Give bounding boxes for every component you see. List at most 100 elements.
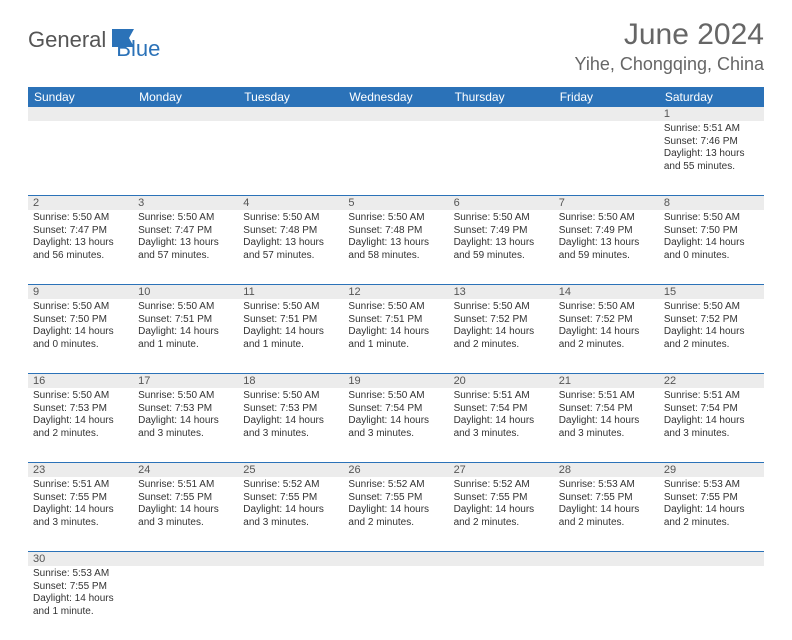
day-cell: Sunrise: 5:50 AMSunset: 7:51 PMDaylight:… — [343, 299, 448, 373]
day-number-row: 23242526272829 — [28, 463, 764, 477]
day-number — [554, 552, 659, 566]
day-cell: Sunrise: 5:50 AMSunset: 7:54 PMDaylight:… — [343, 388, 448, 462]
day-number: 6 — [449, 196, 554, 210]
day-number — [343, 552, 448, 566]
day-cell: Sunrise: 5:50 AMSunset: 7:50 PMDaylight:… — [659, 210, 764, 284]
day-number: 15 — [659, 285, 764, 299]
daylight-line: Daylight: 14 hours and 1 minute. — [243, 326, 338, 351]
day-cell: Sunrise: 5:53 AMSunset: 7:55 PMDaylight:… — [28, 566, 133, 640]
daylight-line: Daylight: 14 hours and 3 minutes. — [33, 504, 128, 529]
week-row: Sunrise: 5:51 AMSunset: 7:55 PMDaylight:… — [28, 477, 764, 552]
day-cell — [238, 566, 343, 640]
daylight-line: Daylight: 14 hours and 2 minutes. — [454, 504, 549, 529]
daylight-line: Daylight: 14 hours and 2 minutes. — [454, 326, 549, 351]
daylight-line: Daylight: 14 hours and 2 minutes. — [664, 504, 759, 529]
daylight-line: Daylight: 13 hours and 58 minutes. — [348, 237, 443, 262]
weekday-header: Tuesday — [238, 87, 343, 107]
sunset-line: Sunset: 7:46 PM — [664, 136, 759, 149]
day-cell: Sunrise: 5:50 AMSunset: 7:47 PMDaylight:… — [28, 210, 133, 284]
day-number: 30 — [28, 552, 133, 566]
sunrise-line: Sunrise: 5:53 AM — [664, 479, 759, 492]
weekday-header: Sunday — [28, 87, 133, 107]
day-cell: Sunrise: 5:50 AMSunset: 7:48 PMDaylight:… — [238, 210, 343, 284]
day-cell: Sunrise: 5:50 AMSunset: 7:47 PMDaylight:… — [133, 210, 238, 284]
month-title: June 2024 — [575, 18, 764, 52]
title-block: June 2024 Yihe, Chongqing, China — [575, 18, 764, 75]
sunrise-line: Sunrise: 5:50 AM — [454, 212, 549, 225]
logo: General Blue — [28, 18, 160, 62]
sunrise-line: Sunrise: 5:50 AM — [348, 212, 443, 225]
day-number — [449, 552, 554, 566]
sunrise-line: Sunrise: 5:50 AM — [33, 390, 128, 403]
sunrise-line: Sunrise: 5:50 AM — [33, 212, 128, 225]
day-cell — [554, 121, 659, 195]
sunset-line: Sunset: 7:50 PM — [664, 225, 759, 238]
daylight-line: Daylight: 13 hours and 57 minutes. — [243, 237, 338, 262]
day-number — [659, 552, 764, 566]
day-cell — [554, 566, 659, 640]
day-number: 29 — [659, 463, 764, 477]
sunrise-line: Sunrise: 5:50 AM — [33, 301, 128, 314]
day-number: 18 — [238, 374, 343, 388]
day-number: 1 — [659, 107, 764, 121]
weekday-header: Friday — [554, 87, 659, 107]
day-number: 11 — [238, 285, 343, 299]
sunset-line: Sunset: 7:54 PM — [348, 403, 443, 416]
daylight-line: Daylight: 14 hours and 2 minutes. — [664, 326, 759, 351]
sunrise-line: Sunrise: 5:50 AM — [138, 212, 233, 225]
week-row: Sunrise: 5:50 AMSunset: 7:50 PMDaylight:… — [28, 299, 764, 374]
day-cell: Sunrise: 5:52 AMSunset: 7:55 PMDaylight:… — [449, 477, 554, 551]
sunrise-line: Sunrise: 5:50 AM — [664, 301, 759, 314]
day-number: 28 — [554, 463, 659, 477]
day-number: 25 — [238, 463, 343, 477]
sunset-line: Sunset: 7:53 PM — [243, 403, 338, 416]
day-number: 23 — [28, 463, 133, 477]
daylight-line: Daylight: 14 hours and 0 minutes. — [664, 237, 759, 262]
daylight-line: Daylight: 13 hours and 56 minutes. — [33, 237, 128, 262]
sunrise-line: Sunrise: 5:50 AM — [559, 212, 654, 225]
day-number — [238, 552, 343, 566]
day-number: 14 — [554, 285, 659, 299]
day-cell: Sunrise: 5:50 AMSunset: 7:50 PMDaylight:… — [28, 299, 133, 373]
sunset-line: Sunset: 7:55 PM — [33, 581, 128, 594]
day-number: 16 — [28, 374, 133, 388]
sunset-line: Sunset: 7:51 PM — [243, 314, 338, 327]
sunrise-line: Sunrise: 5:50 AM — [138, 301, 233, 314]
day-cell: Sunrise: 5:50 AMSunset: 7:51 PMDaylight:… — [133, 299, 238, 373]
day-cell: Sunrise: 5:50 AMSunset: 7:49 PMDaylight:… — [449, 210, 554, 284]
day-number — [343, 107, 448, 121]
sunset-line: Sunset: 7:55 PM — [664, 492, 759, 505]
weekday-header: Thursday — [449, 87, 554, 107]
day-number: 21 — [554, 374, 659, 388]
weeks-container: 1Sunrise: 5:51 AMSunset: 7:46 PMDaylight… — [28, 107, 764, 640]
sunrise-line: Sunrise: 5:51 AM — [664, 123, 759, 136]
day-number: 10 — [133, 285, 238, 299]
logo-text-general: General — [28, 27, 106, 53]
day-number — [28, 107, 133, 121]
calendar: SundayMondayTuesdayWednesdayThursdayFrid… — [28, 87, 764, 640]
week-row: Sunrise: 5:53 AMSunset: 7:55 PMDaylight:… — [28, 566, 764, 640]
day-cell: Sunrise: 5:53 AMSunset: 7:55 PMDaylight:… — [554, 477, 659, 551]
sunset-line: Sunset: 7:55 PM — [454, 492, 549, 505]
day-cell — [449, 566, 554, 640]
logo-text-blue: Blue — [116, 36, 160, 61]
sunrise-line: Sunrise: 5:51 AM — [559, 390, 654, 403]
day-cell — [343, 121, 448, 195]
sunrise-line: Sunrise: 5:50 AM — [348, 301, 443, 314]
day-number: 19 — [343, 374, 448, 388]
day-number: 26 — [343, 463, 448, 477]
day-cell — [133, 121, 238, 195]
sunrise-line: Sunrise: 5:52 AM — [348, 479, 443, 492]
sunrise-line: Sunrise: 5:50 AM — [559, 301, 654, 314]
sunrise-line: Sunrise: 5:51 AM — [454, 390, 549, 403]
sunset-line: Sunset: 7:55 PM — [559, 492, 654, 505]
daylight-line: Daylight: 14 hours and 3 minutes. — [138, 415, 233, 440]
daylight-line: Daylight: 14 hours and 2 minutes. — [348, 504, 443, 529]
day-cell: Sunrise: 5:53 AMSunset: 7:55 PMDaylight:… — [659, 477, 764, 551]
daylight-line: Daylight: 13 hours and 57 minutes. — [138, 237, 233, 262]
daylight-line: Daylight: 14 hours and 3 minutes. — [348, 415, 443, 440]
daylight-line: Daylight: 14 hours and 3 minutes. — [454, 415, 549, 440]
day-number — [554, 107, 659, 121]
sunrise-line: Sunrise: 5:53 AM — [559, 479, 654, 492]
sunset-line: Sunset: 7:50 PM — [33, 314, 128, 327]
